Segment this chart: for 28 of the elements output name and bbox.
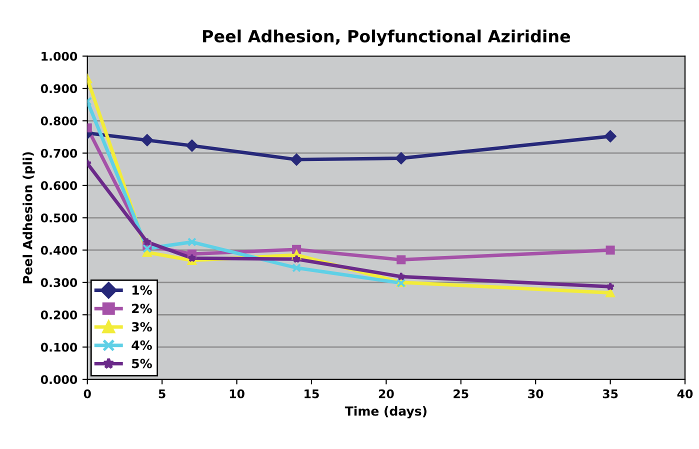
y-tick-label: 0.800 bbox=[40, 116, 78, 126]
x-tick-label: 40 bbox=[677, 389, 693, 398]
y-tick-label: 0.400 bbox=[40, 246, 78, 255]
y-tick-label: 0.500 bbox=[40, 213, 78, 222]
x-tick-label: 20 bbox=[378, 389, 394, 398]
y-tick-label: 0.900 bbox=[40, 84, 78, 94]
x-tick-label: 35 bbox=[602, 389, 618, 398]
legend-label: 2% bbox=[132, 304, 152, 314]
chart-title: Peel Adhesion, Polyfunctional Aziridine bbox=[203, 30, 570, 46]
x-tick-label: 10 bbox=[230, 389, 244, 398]
x-tick-label: 5 bbox=[158, 389, 166, 398]
x-tick-label: 0 bbox=[84, 389, 91, 398]
y-tick-label: 0.300 bbox=[40, 278, 78, 288]
x-tick-label: 15 bbox=[304, 389, 319, 398]
y-tick-label: 0.000 bbox=[40, 375, 78, 384]
legend-label: 1% bbox=[132, 285, 152, 295]
legend-label: 3% bbox=[132, 322, 152, 332]
y-tick-label: 0.700 bbox=[40, 148, 78, 158]
x-tick-label: 30 bbox=[528, 389, 544, 398]
y-axis-title: Peel Adhesion (pli) bbox=[22, 152, 35, 284]
y-tick-label: 1.000 bbox=[42, 52, 78, 61]
y-tick-label: 0.600 bbox=[40, 181, 78, 190]
legend-label: 5% bbox=[132, 358, 152, 368]
y-tick-label: 0.200 bbox=[40, 310, 78, 320]
x-tick-label: 25 bbox=[454, 389, 468, 398]
x-axis-title: Time (days) bbox=[344, 406, 426, 418]
legend-label: 4% bbox=[132, 340, 152, 350]
y-tick-label: 0.100 bbox=[40, 342, 78, 352]
